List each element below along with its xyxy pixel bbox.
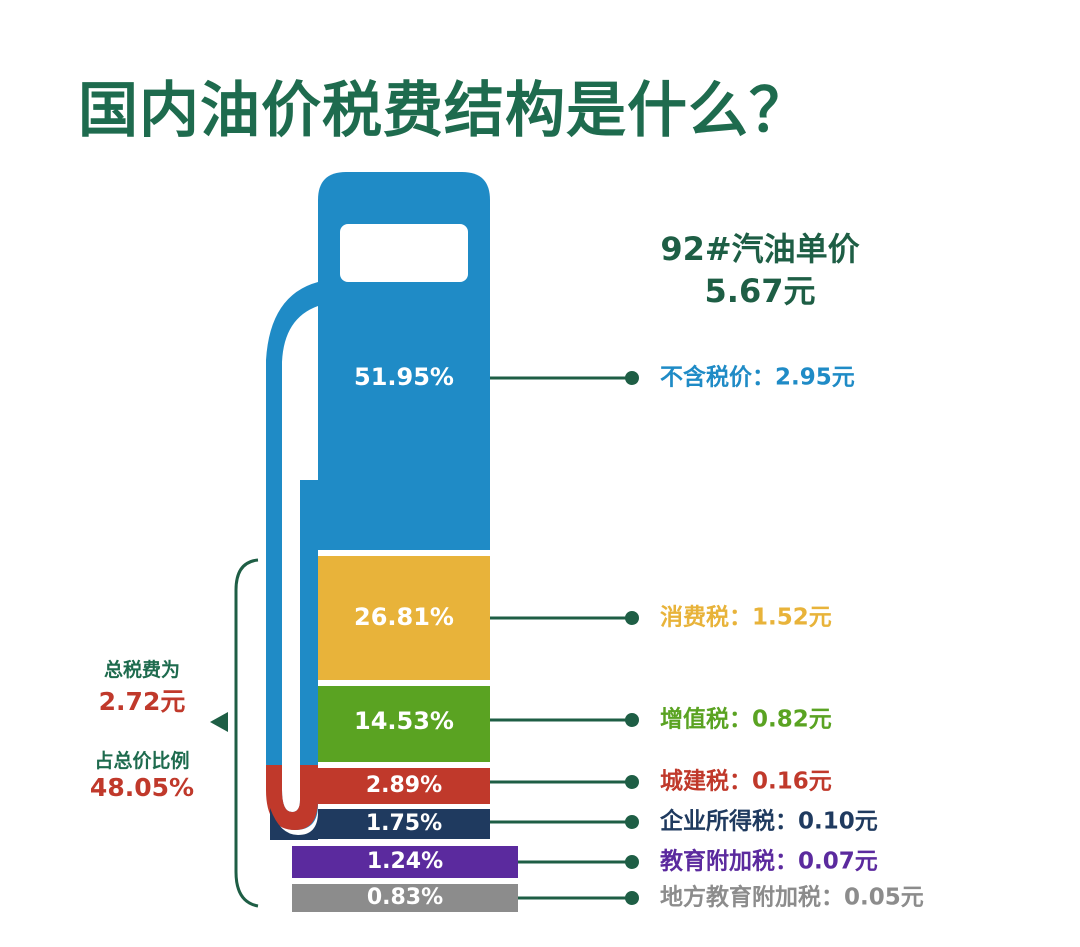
pump-nozzle-hose bbox=[266, 282, 318, 830]
percent-label-no-tax-price: 51.95% bbox=[354, 363, 454, 391]
legend-label-education-surcharge: 教育附加税：0.07元 bbox=[660, 848, 878, 875]
connector-dot-education-surcharge bbox=[625, 855, 639, 869]
legend-label-vat: 增值税：0.82元 bbox=[660, 706, 832, 733]
total-tax-block: 总税费为 2.72元 bbox=[72, 655, 212, 718]
percent-label-city-construction-tax: 2.89% bbox=[366, 773, 442, 798]
legend-label-corporate-income-tax: 企业所得税：0.10元 bbox=[659, 808, 878, 835]
bracket-arrow-icon bbox=[210, 712, 228, 732]
legend-label-local-education-surcharge: 地方教育附加税：0.05元 bbox=[660, 884, 924, 911]
page-title: 国内油价税费结构是什么？ bbox=[78, 76, 810, 146]
bar-city-construction-tax bbox=[318, 768, 490, 804]
total-tax-label: 总税费为 bbox=[103, 659, 180, 681]
connector-dot-consumption-tax bbox=[625, 611, 639, 625]
bar-corporate-income-tax bbox=[318, 809, 490, 839]
unit-price-value: 5.67元 bbox=[704, 272, 816, 310]
tax-bracket bbox=[234, 558, 259, 908]
legend-label-consumption-tax: 消费税：1.52元 bbox=[660, 604, 832, 631]
percent-label-corporate-income-tax: 1.75% bbox=[366, 811, 442, 836]
pump-nozzle-base bbox=[270, 808, 318, 840]
connector-dot-no-tax-price bbox=[625, 371, 639, 385]
connector-dot-local-education-surcharge bbox=[625, 891, 639, 905]
tax-share-block: 占总价比例 48.05% bbox=[72, 746, 212, 802]
bar-vat bbox=[318, 686, 490, 762]
price-header: 92#汽油单价 5.67元 bbox=[620, 228, 900, 312]
connector-dot-city-construction-tax bbox=[625, 775, 639, 789]
percent-label-vat: 14.53% bbox=[354, 707, 454, 735]
fuel-type-label: 92#汽油单价 bbox=[660, 230, 860, 268]
legend-label-no-tax-price: 不含税价：2.95元 bbox=[660, 364, 855, 391]
total-tax-value: 2.72元 bbox=[98, 687, 186, 716]
bar-local-education-surcharge bbox=[292, 884, 518, 912]
tax-share-value: 48.05% bbox=[89, 773, 195, 802]
percent-label-consumption-tax: 26.81% bbox=[354, 603, 454, 631]
legend-label-city-construction-tax: 城建税：0.16元 bbox=[660, 768, 832, 795]
tax-share-label: 占总价比例 bbox=[94, 750, 190, 772]
pump-nozzle-tip bbox=[266, 765, 318, 830]
connector-dot-corporate-income-tax bbox=[625, 815, 639, 829]
percent-label-education-surcharge: 1.24% bbox=[367, 849, 443, 874]
pump-display-window bbox=[340, 224, 468, 282]
bar-consumption-tax bbox=[318, 556, 490, 680]
percent-label-local-education-surcharge: 0.83% bbox=[367, 885, 443, 910]
bar-education-surcharge bbox=[292, 846, 518, 878]
connector-dot-vat bbox=[625, 713, 639, 727]
